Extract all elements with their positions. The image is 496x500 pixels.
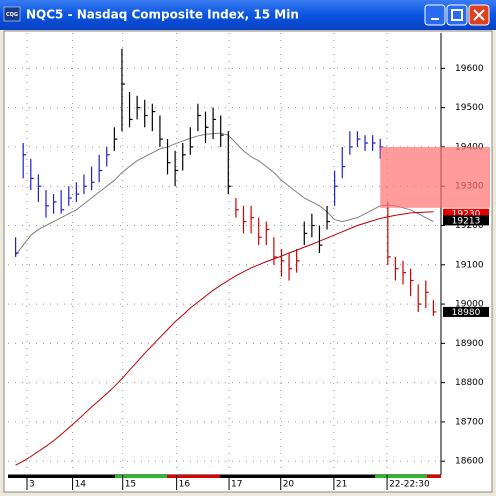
y-tick-label: 19100 bbox=[455, 260, 484, 270]
session-strip bbox=[8, 475, 441, 478]
price-marker-label: 18980 bbox=[452, 308, 481, 318]
y-tick-label: 18900 bbox=[455, 339, 484, 349]
maximize-icon bbox=[451, 9, 463, 21]
app-icon bbox=[3, 6, 21, 22]
y-tick-label: 18700 bbox=[455, 417, 484, 427]
maximize-button[interactable] bbox=[446, 4, 468, 26]
moving-average bbox=[15, 211, 434, 466]
session-segment bbox=[8, 475, 115, 478]
minimize-button[interactable] bbox=[424, 4, 446, 26]
chart-area bbox=[3, 30, 493, 493]
y-tick-label: 19600 bbox=[455, 64, 484, 74]
price-marker bbox=[443, 306, 489, 317]
title-bar bbox=[0, 0, 496, 30]
y-tick-label: 18600 bbox=[455, 457, 484, 467]
price-marker-label: 19213 bbox=[452, 216, 481, 226]
session-segment bbox=[220, 475, 375, 478]
session-segment bbox=[115, 475, 167, 478]
x-tick-label: 15 bbox=[125, 480, 136, 490]
x-tick-label: 21 bbox=[336, 480, 347, 490]
x-tick-label: 14 bbox=[75, 480, 87, 490]
x-tick-label: 16 bbox=[179, 480, 191, 490]
x-tick-label: 3 bbox=[29, 480, 35, 490]
minimize-icon bbox=[431, 18, 439, 20]
x-tick-label: 20 bbox=[283, 480, 295, 490]
x-tick-label: 17 bbox=[231, 480, 242, 490]
plot: 1860018700188001890019000191001920019300… bbox=[8, 33, 490, 490]
price-marker bbox=[443, 215, 489, 226]
session-segment bbox=[427, 475, 441, 478]
session-segment bbox=[167, 475, 220, 478]
y-tick-label: 18800 bbox=[455, 378, 484, 388]
zone bbox=[380, 146, 490, 208]
moving-average bbox=[15, 132, 434, 256]
x-tick-label: 22-22:30 bbox=[389, 480, 430, 490]
app-icon-text: CQG bbox=[6, 12, 18, 18]
y-tick-label: 19500 bbox=[455, 103, 484, 113]
y-tick-label: 19200 bbox=[455, 221, 484, 231]
window-title: NQC5 - Nasdaq Composite Index, 15 Min bbox=[26, 8, 299, 22]
window-buttons bbox=[424, 4, 490, 26]
price-marker bbox=[443, 208, 489, 219]
y-tick-label: 19000 bbox=[455, 300, 484, 310]
session-segment bbox=[375, 475, 427, 478]
close-icon bbox=[473, 9, 485, 21]
price-marker-label: 19230 bbox=[452, 210, 481, 220]
